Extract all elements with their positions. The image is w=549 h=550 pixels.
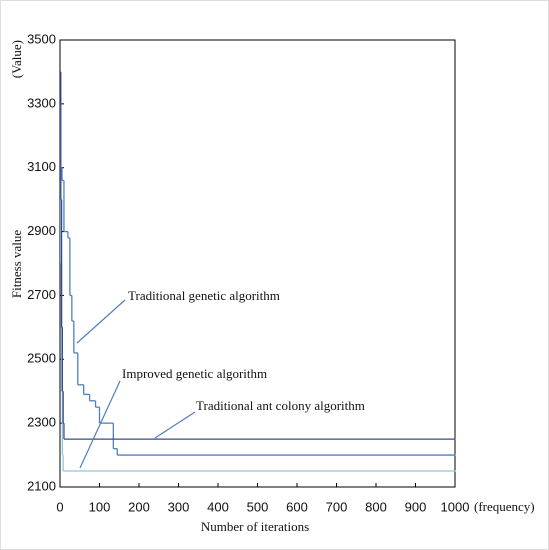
- x-tick-label: 200: [128, 499, 150, 514]
- y-tick-label: 2500: [27, 351, 56, 366]
- x-tick-label: 800: [365, 499, 387, 514]
- y-tick-label: 3100: [27, 159, 56, 174]
- x-tick-label: 0: [56, 499, 63, 514]
- y-tick-label: 3300: [27, 95, 56, 110]
- annotation-pointer: [154, 411, 196, 439]
- x-axis-label: Number of iterations: [201, 519, 309, 534]
- annotation: Traditional ant colony algorithm: [196, 398, 365, 413]
- x-tick-label: 700: [326, 499, 348, 514]
- x-tick-label: 300: [168, 499, 190, 514]
- annotation: Traditional genetic algorithm: [128, 288, 280, 303]
- y-tick-label: 2700: [27, 287, 56, 302]
- x-tick-label: 600: [286, 499, 308, 514]
- x-tick-label: 1000: [441, 499, 470, 514]
- annotation-pointer: [79, 380, 121, 469]
- x-tick-label: 400: [207, 499, 229, 514]
- x-tick-label: 500: [247, 499, 269, 514]
- x-unit-label: (frequency): [474, 499, 535, 514]
- y-axis-label: Fitness value: [9, 230, 24, 298]
- y-tick-label: 2100: [27, 478, 56, 493]
- y-tick-label: 2900: [27, 223, 56, 238]
- annotation: Improved genetic algorithm: [122, 366, 267, 381]
- x-tick-label: 900: [405, 499, 427, 514]
- y-tick-label: 2300: [27, 415, 56, 430]
- y-unit-label: (Value): [9, 40, 24, 78]
- y-tick-label: 3500: [27, 31, 56, 46]
- x-tick-label: 100: [89, 499, 111, 514]
- annotation-pointer: [76, 299, 126, 344]
